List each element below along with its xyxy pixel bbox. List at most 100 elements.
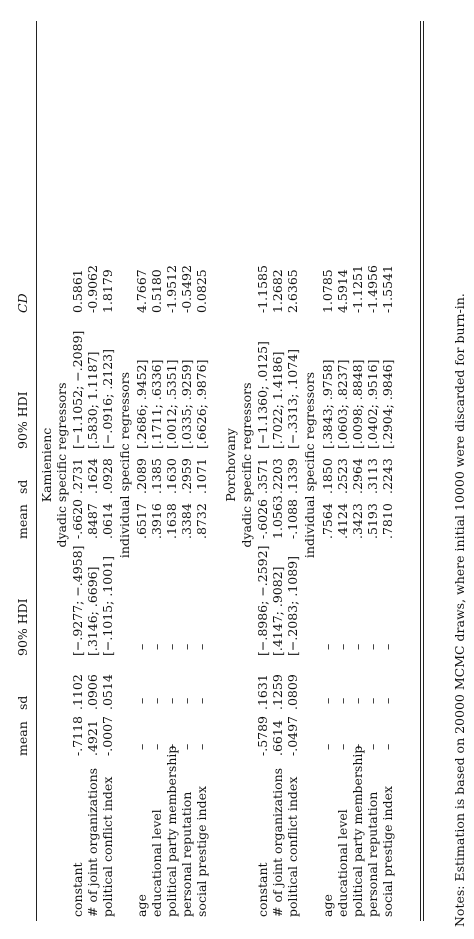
- cell: .3384: [179, 503, 194, 539]
- cell: –: [179, 697, 194, 704]
- cell: -0.9062: [85, 265, 100, 313]
- cell: .6614: [270, 720, 285, 756]
- cell: –: [350, 643, 365, 650]
- cell: .1631: [255, 674, 270, 710]
- cell: [−.8986; −.2592]: [255, 545, 270, 656]
- cell: .0928: [100, 458, 115, 494]
- cell: -1.9512: [164, 265, 179, 313]
- cell: -.1088: [285, 498, 300, 539]
- cell: -1.1585: [255, 265, 270, 313]
- row-label: social prestige index: [380, 785, 395, 917]
- cell: [.4147; .9082]: [270, 566, 285, 656]
- cell: [−1.1360; .0125]: [255, 341, 270, 449]
- cell: –: [164, 743, 179, 750]
- row-label: political conflict index: [285, 776, 300, 917]
- cell: .2964: [350, 458, 365, 494]
- cell: –: [365, 743, 380, 750]
- table-notes: Notes: Estimation is based on 20000 MCMC…: [452, 293, 467, 927]
- cell: –: [335, 643, 350, 650]
- cell: .7564: [320, 503, 335, 539]
- cell: [.2904; .9846]: [380, 359, 395, 449]
- cell: 1.0563: [270, 495, 285, 539]
- cell: .2243: [380, 458, 395, 494]
- cell: –: [149, 643, 164, 650]
- cell: [.0603; .8237]: [335, 359, 350, 449]
- cell: .4124: [335, 503, 350, 539]
- cell: 4.7667: [134, 269, 149, 313]
- cell: 1.0785: [320, 269, 335, 313]
- cell: -1.1251: [350, 265, 365, 313]
- cell: [.5830; 1.1187]: [85, 351, 100, 449]
- header-hdi-1: 90% HDI: [15, 598, 30, 656]
- cell: -1.4956: [365, 265, 380, 313]
- cell: 1.2682: [270, 269, 285, 313]
- individual-title: individual specific regressors: [117, 371, 132, 559]
- cell: –: [194, 697, 209, 704]
- cell: –: [134, 643, 149, 650]
- header-hdi-2: 90% HDI: [15, 391, 30, 449]
- cell: [.2686; .9452]: [134, 359, 149, 449]
- cell: .7810: [380, 503, 395, 539]
- cell: –: [134, 743, 149, 750]
- row-label: constant: [255, 862, 270, 917]
- cell: .2959: [179, 458, 194, 494]
- header-mean-1: mean: [15, 721, 30, 756]
- cell: -.0007: [100, 715, 115, 756]
- row-label: personal reputation: [179, 791, 194, 917]
- cell: .1850: [320, 458, 335, 494]
- cell: –: [179, 743, 194, 750]
- cell: -.0497: [285, 715, 300, 756]
- cell: .0809: [285, 674, 300, 710]
- row-label: age: [134, 894, 149, 917]
- cell: [−.1015; .1001]: [100, 556, 115, 656]
- cell: –: [350, 697, 365, 704]
- cell: .1624: [85, 458, 100, 494]
- cell: [.0335; .9259]: [179, 359, 194, 449]
- cell: –: [380, 643, 395, 650]
- cell: .8487: [85, 503, 100, 539]
- cell: .0614: [100, 503, 115, 539]
- row-label: age: [320, 894, 335, 917]
- cell: 0.5180: [149, 269, 164, 313]
- cell: –: [380, 743, 395, 750]
- cell: .1339: [285, 458, 300, 494]
- cell: [.7022; 1.4186]: [270, 351, 285, 449]
- cell: .2089: [134, 458, 149, 494]
- cell: [.3146; .6696]: [85, 566, 100, 656]
- cell: .1638: [164, 503, 179, 539]
- cell: 2.6365: [285, 269, 300, 313]
- cell: [−.9277; −.4958]: [70, 545, 85, 656]
- cell: –: [149, 743, 164, 750]
- cell: .1385: [149, 458, 164, 494]
- header-cd: CD: [15, 293, 30, 313]
- bottom-rule: [420, 21, 421, 921]
- row-label: educational level: [149, 809, 164, 917]
- cell: –: [350, 743, 365, 750]
- cell: .3423: [350, 503, 365, 539]
- cell: -.7118: [70, 715, 85, 756]
- cell: –: [320, 743, 335, 750]
- cell: .3113: [365, 458, 380, 494]
- cell: .1071: [194, 458, 209, 494]
- bottom-rule-double: [423, 21, 424, 921]
- cell: 1.8179: [100, 269, 115, 313]
- cell: [−.2083; .1089]: [285, 556, 300, 656]
- cell: –: [194, 643, 209, 650]
- individual-title: individual specific regressors: [302, 371, 317, 559]
- header-sd-1: sd: [15, 695, 30, 710]
- cell: 0.0825: [194, 269, 209, 313]
- cell: –: [335, 743, 350, 750]
- cell: –: [179, 643, 194, 650]
- cell: [.0402; .9516]: [365, 359, 380, 449]
- cell: .4921: [85, 720, 100, 756]
- cell: –: [365, 643, 380, 650]
- header-rule: [36, 21, 37, 921]
- row-label: personal reputation: [365, 791, 380, 917]
- cell: –: [164, 643, 179, 650]
- cell: –: [194, 743, 209, 750]
- header-mean-2: mean: [15, 504, 30, 539]
- cell: -.6620: [70, 498, 85, 539]
- cell: .2203: [270, 458, 285, 494]
- cell: -.6026: [255, 498, 270, 539]
